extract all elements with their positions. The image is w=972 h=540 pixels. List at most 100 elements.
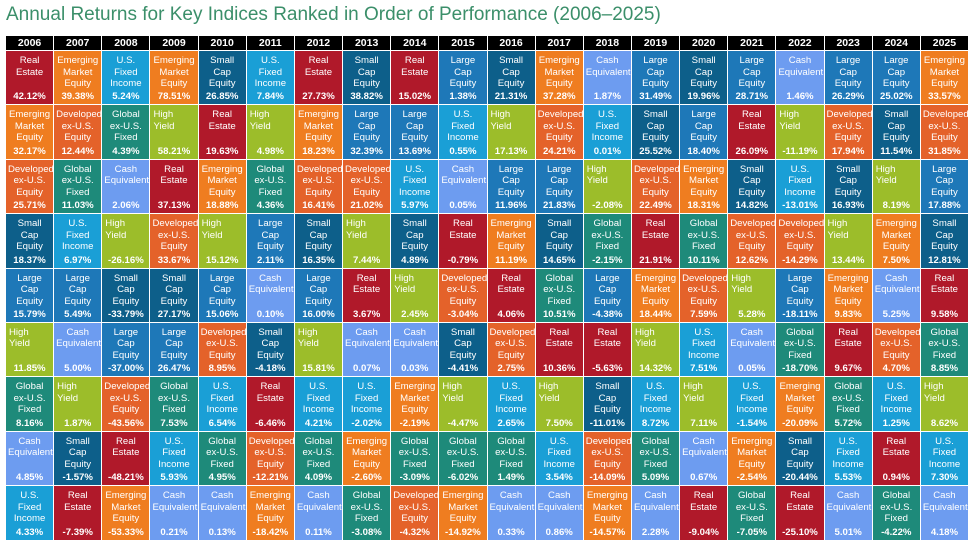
asset-class-label: Large Cap Equity [690,109,717,144]
asset-class-label: U.S. Fixed Income [495,381,527,416]
return-value: 17.13% [494,145,528,157]
asset-class-label: U.S. Fixed Income [639,381,672,416]
return-value: 5.53% [834,472,862,484]
return-cell: Global ex-U.S. Fixed -4.22% [872,486,920,540]
return-cell: Large Cap Equity 31.49% [631,51,680,105]
return-cell: Large Cap Equity 28.71% [728,51,776,105]
asset-class-label: High Yield [731,272,753,296]
return-value: 4.09% [304,472,333,484]
asset-class-label: Developed ex-U.S. Equity [441,272,487,307]
return-cell: High Yield -26.16% [102,214,150,268]
asset-class-label: Developed ex-U.S. Equity [537,109,583,144]
asset-class-label: Emerging Market Equity [442,490,484,525]
asset-class-label: Emerging Market Equity [346,435,388,470]
return-value: -37.00% [108,363,144,375]
return-cell: Global ex-U.S. Fixed -6.02% [439,431,487,486]
return-cell: Real Estate 9.58% [920,268,968,322]
asset-class-label: Cash Equivalent [874,272,920,296]
return-value: 1.87% [64,417,92,429]
return-cell: Cash Equivalent 0.11% [294,486,343,540]
return-value: -2.60% [351,472,382,484]
return-value: -2.54% [736,472,768,484]
year-header-2024: 2024 [872,36,920,50]
return-value: 17.88% [928,200,961,212]
return-cell: Developed ex-U.S. Equity 22.49% [631,159,680,214]
asset-class-label: Developed ex-U.S. Equity [345,163,391,198]
return-value: 0.05% [449,200,477,212]
return-cell: Emerging Market Equity 18.44% [631,268,680,322]
return-cell: Emerging Market Equity -14.57% [583,486,631,540]
return-value: 5.72% [834,417,862,429]
asset-class-label: Small Cap Equity [208,55,236,89]
asset-class-label: Global ex-U.S. Fixed [832,381,865,416]
return-value: 7.84% [256,91,284,103]
asset-class-label: Global ex-U.S. Fixed [639,435,672,470]
return-value: 26.47% [157,363,191,375]
return-cell: Emerging Market Equity -2.19% [391,377,439,431]
return-cell: Large Cap Equity 17.88% [920,159,968,214]
return-value: -11.19% [782,145,818,157]
return-cell: Global ex-U.S. Fixed 4.36% [246,159,294,214]
return-value: 9.83% [834,308,862,320]
asset-class-label: Real Estate [593,326,621,350]
return-cell: Emerging Market Equity 7.50% [872,214,920,268]
asset-class-label: High Yield [201,218,223,241]
return-value: 26.09% [735,145,769,157]
asset-class-label: Developed ex-U.S. Equity [778,218,824,253]
return-value: 18.31% [687,200,720,212]
return-cell: Cash Equivalent 0.21% [150,486,198,540]
asset-class-label: U.S. Fixed Income [784,163,816,198]
return-cell: Small Cap Equity 27.17% [150,268,198,322]
return-value: 21.91% [639,254,672,266]
year-header-2013: 2013 [343,36,391,50]
asset-class-label: High Yield [153,109,175,132]
return-cell: Real Estate 42.12% [6,51,54,105]
asset-class-label: Global ex-U.S. Fixed [928,326,961,361]
asset-class-label: Emerging Market Equity [249,490,291,525]
return-cell: Large Cap Equity 16.00% [294,268,343,322]
asset-class-label: Emerging Market Equity [923,55,965,89]
asset-class-label: Cash Equivalent [296,490,342,513]
return-cell: Global ex-U.S. Fixed 10.11% [680,214,728,268]
return-cell: High Yield -2.08% [583,159,631,214]
return-value: 0.55% [449,145,477,157]
return-cell: Global ex-U.S. Fixed -7.05% [728,486,776,540]
return-value: -6.02% [447,472,479,484]
asset-class-label: U.S. Fixed Income [687,326,720,361]
return-cell: Large Cap Equity 21.83% [535,159,583,214]
return-value: -3.08% [351,526,382,538]
return-value: 5.25% [882,308,910,320]
return-cell: Large Cap Equity -4.38% [583,268,631,322]
asset-class-label: Emerging Market Equity [779,381,821,416]
asset-class-label: Global ex-U.S. Fixed [446,435,479,470]
asset-class-label: Developed ex-U.S. Equity [922,109,968,144]
return-cell: Emerging Market Equity 33.57% [920,51,968,105]
return-cell: Global ex-U.S. Fixed 8.85% [920,322,968,377]
asset-class-label: U.S. Fixed Income [543,435,575,470]
return-cell: Real Estate 0.94% [872,431,920,486]
return-value: -2.02% [351,417,382,429]
asset-class-label: U.S. Fixed Income [591,109,624,144]
asset-class-label: Cash Equivalent [826,490,872,513]
return-value: 4.18% [930,526,959,538]
return-value: 5.49% [64,308,92,320]
return-cell: High Yield 13.44% [824,214,872,268]
asset-class-label: Large Cap Equity [882,55,910,89]
return-cell: Small Cap Equity 25.52% [631,105,680,159]
year-header-2025: 2025 [920,36,968,50]
asset-class-label: Large Cap Equity [305,272,332,307]
return-cell: Real Estate -7.39% [54,486,102,540]
return-value: 8.72% [641,417,670,429]
asset-class-label: Small Cap Equity [497,55,525,89]
asset-class-label: Developed ex-U.S. Equity [682,272,728,307]
return-cell: U.S. Fixed Income 6.54% [198,377,246,431]
return-value: 7.50% [882,254,910,266]
asset-class-label: Emerging Market Equity [57,55,99,89]
return-value: 5.93% [160,472,188,484]
asset-class-label: Global ex-U.S. Fixed [543,272,576,307]
return-cell: U.S. Fixed Income 5.53% [824,431,872,486]
return-cell: High Yield 15.12% [198,214,246,268]
return-cell: High Yield 15.81% [294,322,343,377]
asset-class-label: Global ex-U.S. Fixed [880,490,913,525]
return-cell: High Yield 1.87% [54,377,102,431]
